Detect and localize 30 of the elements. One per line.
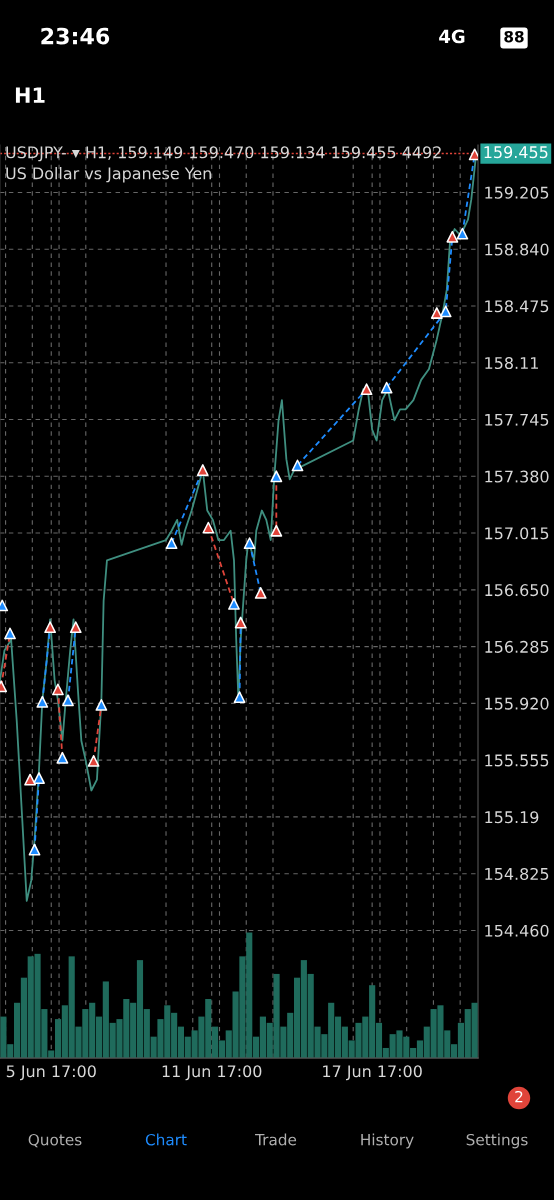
text: 88 [504, 30, 524, 43]
y-tick-label: 158.840 [485, 243, 549, 256]
y-tick-label: 157.380 [485, 470, 549, 483]
text: History [361, 1133, 414, 1149]
text: Quotes [28, 1133, 82, 1148]
x-tick-label: 5 Jun 17:00 [6, 1065, 96, 1081]
y-tick-label: 155.920 [485, 697, 549, 710]
y-tick-label: 154.460 [485, 924, 549, 937]
text: Trade [255, 1133, 297, 1146]
text: 2 [515, 1090, 523, 1103]
y-tick-label: 155.555 [485, 754, 549, 767]
text: US Dollar vs Japanese Yen [6, 167, 211, 183]
y-tick-label: 156.650 [485, 584, 549, 597]
chart-title: USDJPY- ▾ H1, 159.149 159.470 159.134 159.455 4492 [6, 146, 441, 162]
text: 23:46 [41, 27, 110, 45]
text: Chart [145, 1133, 187, 1146]
y-tick-label: 154.825 [485, 867, 549, 880]
x-tick-label: 17 Jun 17:00 [323, 1065, 422, 1081]
ref-line-label: 159.455 [484, 146, 548, 159]
text: Settings [466, 1133, 528, 1149]
y-tick-label: 156.285 [485, 640, 549, 653]
y-tick-label: 157.015 [485, 527, 549, 540]
text: 4G [439, 29, 465, 44]
x-tick-label: 11 Jun 17:00 [162, 1065, 262, 1081]
y-tick-label: 155.19 [485, 811, 539, 824]
y-tick-label: 157.745 [485, 413, 549, 426]
text: H1 [15, 87, 45, 103]
y-tick-label: 159.205 [485, 186, 549, 199]
y-tick-label: 158.475 [485, 300, 549, 313]
y-tick-label: 158.11 [485, 356, 538, 370]
